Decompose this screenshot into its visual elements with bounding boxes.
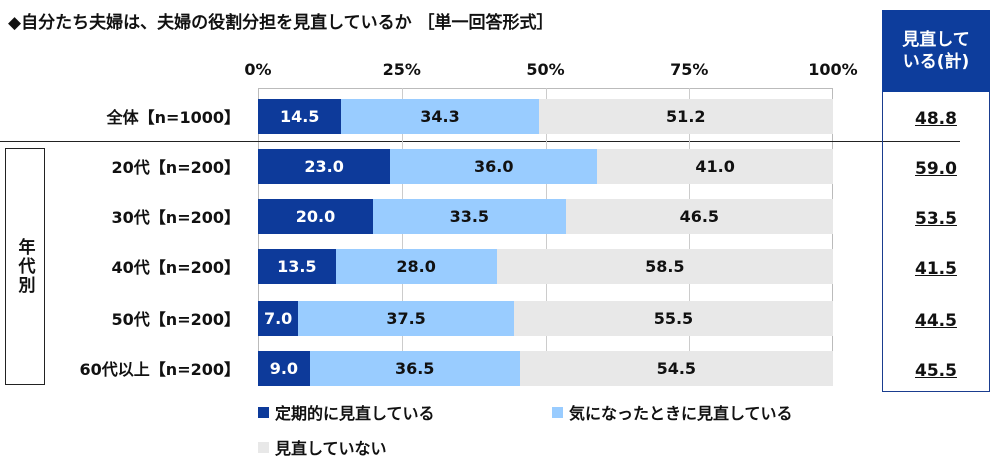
bar-segment: 37.5 [298,301,514,336]
category-label: 30代【n=200】 [111,208,240,227]
data-label: 54.5 [656,359,697,378]
gridline [401,88,403,386]
bar-segment: 36.0 [390,149,598,184]
x-tick-label: 0% [244,60,272,79]
data-label: 46.5 [679,207,720,226]
legend-item: 見直していない [258,435,387,459]
bar-segment: 46.5 [565,199,833,234]
data-label: 9.0 [269,359,299,378]
legend-item: 気になったときに見直している [552,400,793,424]
gridline [689,88,691,386]
data-label: 37.5 [386,309,426,328]
summary-value: 48.8 [915,109,957,129]
summary-header-text: 見直している(計) [902,29,970,72]
data-label: 20.0 [295,207,336,226]
summary-value: 44.5 [915,311,957,331]
bar-segment: 28.0 [335,249,497,284]
data-label: 55.5 [653,309,694,328]
summary-value: 41.5 [915,259,957,279]
bar-segment: 13.5 [258,249,336,284]
category-label: 60代以上【n=200】 [79,360,240,379]
legend-label: 気になったときに見直している [569,404,793,423]
category-label: 20代【n=200】 [111,158,240,177]
legend-label: 見直していない [275,439,387,458]
data-label: 36.0 [474,157,514,176]
legend-swatch [258,441,269,453]
legend-item: 定期的に見直している [258,400,435,424]
x-tick-label: 50% [526,60,565,79]
bar-segment: 34.3 [341,99,539,134]
bar-segment: 7.0 [258,301,299,336]
data-label: 7.0 [263,309,293,328]
data-label: 14.5 [279,107,320,126]
group-label-age: 年代別 [5,148,45,385]
divider-line [0,141,960,142]
summary-header: 見直している(計) [882,10,990,92]
legend-swatch [258,406,269,418]
bar-segment: 41.0 [597,149,833,184]
bar-segment: 20.0 [258,199,373,234]
summary-value: 53.5 [915,209,957,229]
bar-segment: 33.5 [373,199,566,234]
data-label: 41.0 [695,157,735,176]
x-tick-label: 100% [808,60,858,79]
bar-segment: 23.0 [258,149,391,184]
data-label: 34.3 [420,107,460,126]
data-label: 13.5 [277,257,317,276]
bar-segment: 14.5 [258,99,342,134]
summary-value: 45.5 [915,361,957,381]
bar-segment: 36.5 [309,351,520,386]
bar-segment: 55.5 [513,301,833,336]
chart-title: ◆自分たち夫婦は、夫婦の役割分担を見直しているか ［単一回答形式］ [8,13,554,33]
x-tick-label: 25% [382,60,421,79]
data-label: 51.2 [666,107,706,126]
legend-swatch [552,406,563,418]
bar-segment: 51.2 [538,99,833,134]
data-label: 33.5 [449,207,490,226]
category-label: 40代【n=200】 [111,258,240,277]
data-label: 28.0 [396,257,436,276]
x-tick-label: 75% [670,60,709,79]
legend-label: 定期的に見直している [275,404,435,423]
category-label: 50代【n=200】 [111,310,240,329]
data-label: 36.5 [394,359,435,378]
data-label: 58.5 [645,257,685,276]
gridline [545,88,547,386]
summary-value: 59.0 [915,159,957,179]
data-label: 23.0 [304,157,344,176]
category-label: 全体【n=1000】 [106,108,240,127]
bar-segment: 9.0 [258,351,310,386]
bar-segment: 58.5 [496,249,833,284]
bar-segment: 54.5 [519,351,833,386]
